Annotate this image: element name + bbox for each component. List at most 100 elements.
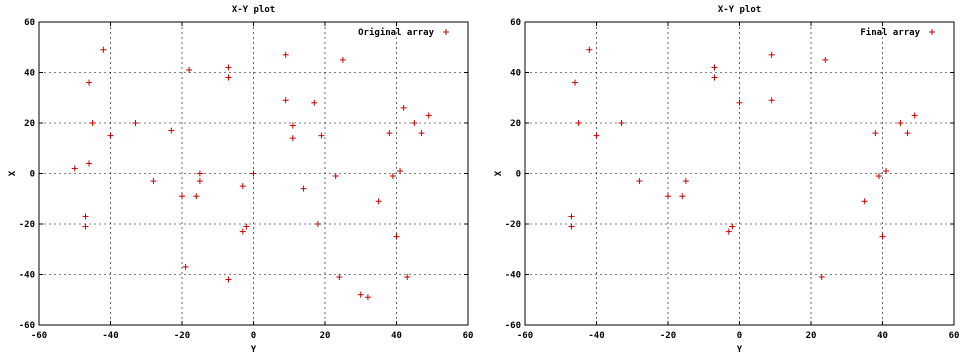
y-tick-label: -60 — [19, 321, 35, 331]
y-tick-label: -40 — [19, 271, 35, 281]
data-point — [593, 132, 600, 139]
data-point — [318, 132, 325, 139]
data-point — [711, 74, 718, 81]
data-point — [711, 64, 718, 71]
data-point — [883, 167, 890, 174]
data-point — [736, 99, 743, 106]
data-point — [289, 135, 296, 142]
y-tick-label: 60 — [510, 18, 521, 28]
data-point — [618, 120, 625, 126]
x-tick-label: -40 — [588, 331, 604, 341]
data-point — [193, 193, 200, 200]
data-point — [196, 170, 203, 177]
legend-marker — [929, 29, 935, 35]
data-point — [336, 274, 343, 281]
data-point — [861, 198, 868, 205]
data-point — [389, 173, 396, 180]
data-point — [107, 132, 114, 139]
data-point — [243, 223, 250, 230]
data-point — [282, 51, 289, 58]
data-point — [818, 274, 825, 281]
data-point — [400, 104, 407, 111]
y-tick-label: 60 — [24, 18, 35, 28]
data-point — [404, 274, 411, 281]
chart-title: X-Y plot — [718, 5, 761, 15]
y-tick-label: -20 — [19, 220, 35, 230]
data-point — [289, 122, 296, 129]
data-point — [682, 178, 689, 185]
data-point — [393, 233, 400, 240]
x-tick-label: 40 — [877, 331, 888, 341]
legend-marker — [443, 29, 449, 35]
data-point — [168, 127, 175, 134]
x-tick-label: 20 — [320, 331, 331, 341]
x-tick-label: -60 — [517, 331, 533, 341]
x-tick-label: -40 — [102, 331, 118, 341]
x-tick-label: 60 — [463, 331, 474, 341]
y-tick-label: -40 — [505, 271, 521, 281]
x-tick-label: -20 — [174, 331, 190, 341]
data-point — [665, 193, 671, 200]
data-point — [332, 173, 339, 180]
data-point — [186, 66, 193, 73]
data-point — [196, 178, 203, 185]
y-tick-label: -60 — [505, 321, 521, 331]
data-point — [568, 223, 575, 230]
x-tick-label: -20 — [660, 331, 676, 341]
data-point — [904, 130, 911, 137]
data-point — [132, 120, 139, 126]
data-point — [311, 99, 318, 106]
x-tick-label: 60 — [949, 331, 960, 341]
data-point — [82, 213, 89, 220]
data-point — [179, 193, 185, 200]
data-point — [150, 178, 157, 185]
data-point — [411, 120, 418, 126]
data-point — [225, 74, 232, 81]
x-tick-label: -60 — [31, 331, 47, 341]
y-axis-label: X — [494, 170, 504, 176]
x-tick-label: 20 — [806, 331, 817, 341]
data-point — [729, 223, 736, 230]
data-point — [397, 167, 404, 174]
data-point — [225, 64, 232, 71]
y-tick-label: 20 — [24, 119, 35, 129]
data-point — [575, 120, 582, 126]
y-tick-label: -20 — [505, 220, 521, 230]
legend-label: Original array — [358, 27, 434, 38]
data-point — [386, 130, 393, 137]
data-point — [768, 97, 775, 104]
data-point — [879, 233, 886, 240]
data-point — [89, 120, 96, 126]
y-tick-label: 40 — [24, 69, 35, 79]
data-point — [339, 56, 346, 63]
data-point — [239, 183, 246, 190]
legend-label: Final array — [860, 27, 920, 38]
x-tick-label: 0 — [251, 331, 256, 341]
data-point — [875, 173, 882, 180]
plot-frame — [38, 21, 469, 326]
plot-frame — [524, 21, 955, 326]
chart-title: X-Y plot — [232, 5, 275, 15]
data-point — [418, 130, 425, 137]
y-tick-label: 20 — [510, 119, 521, 129]
x-tick-label: 0 — [737, 331, 742, 341]
right-scatter-chart: X-Y plot -60 -40 -20 0 20 40 60 60 40 20 0 -20 -40 -60… — [494, 5, 960, 355]
x-axis-label: Y — [251, 345, 257, 355]
x-tick-label: 40 — [391, 331, 402, 341]
data-point — [872, 130, 879, 137]
y-tick-label: 40 — [510, 69, 521, 79]
data-point — [364, 294, 371, 301]
data-point — [182, 263, 189, 270]
data-point — [314, 221, 321, 227]
data-point — [568, 213, 575, 220]
data-point — [572, 79, 579, 86]
data-point — [86, 160, 93, 167]
data-point — [425, 112, 432, 119]
data-point — [239, 228, 246, 235]
data-point — [725, 228, 732, 235]
data-point — [71, 165, 78, 172]
data-point — [768, 51, 775, 58]
y-tick-label: 0 — [516, 170, 521, 180]
data-point — [911, 112, 918, 119]
data-point — [586, 46, 593, 53]
